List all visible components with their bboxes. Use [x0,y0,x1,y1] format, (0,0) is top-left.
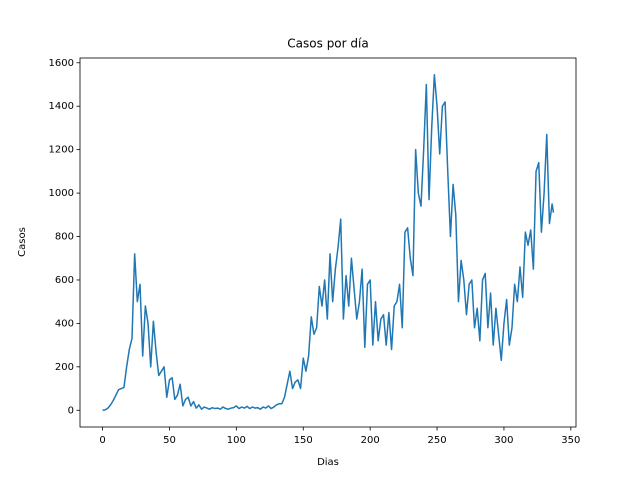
x-tick-label: 250 [428,435,447,446]
y-tick-label: 1600 [49,58,74,69]
x-tick-label: 100 [227,435,246,446]
y-tick-label: 1000 [49,188,74,199]
x-tick-label: 150 [294,435,313,446]
data-line [102,73,555,412]
x-axis-label: Dias [317,457,339,468]
x-tick-label: 0 [99,435,105,446]
y-axis-label: Casos [17,227,28,257]
y-tick-label: 1400 [49,101,74,112]
y-tick-label: 200 [55,362,74,373]
x-tick-label: 300 [494,435,513,446]
x-tick-label: 200 [361,435,380,446]
plot-frame [79,57,577,428]
chart-title: Casos por día [287,37,368,51]
y-tick-label: 1200 [49,145,74,156]
y-tick-label: 600 [55,275,74,286]
y-tick-label: 400 [55,318,74,329]
y-tick-label: 0 [68,405,74,416]
x-tick-label: 50 [163,435,176,446]
y-tick-label: 800 [55,232,74,243]
x-tick-label: 350 [561,435,580,446]
